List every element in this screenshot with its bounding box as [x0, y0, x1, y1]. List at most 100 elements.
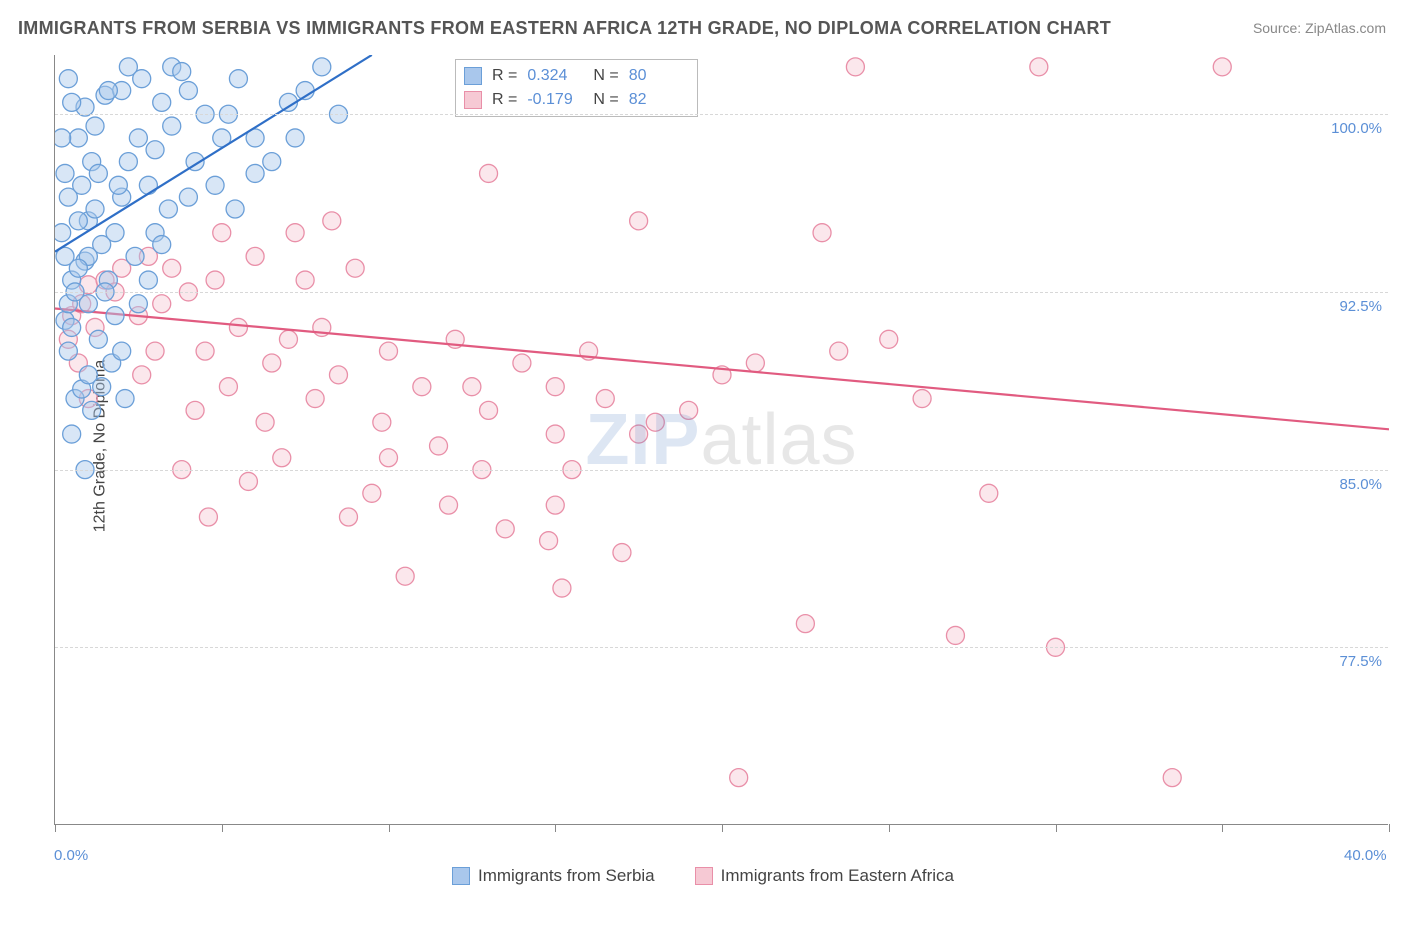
data-point [69, 212, 87, 230]
data-point [153, 93, 171, 111]
data-point [256, 413, 274, 431]
data-point [946, 626, 964, 644]
data-point [680, 401, 698, 419]
data-point [286, 224, 304, 242]
n-label: N = [593, 91, 618, 109]
data-point [229, 70, 247, 88]
data-point [63, 93, 81, 111]
data-point [163, 259, 181, 277]
data-point [286, 129, 304, 147]
data-point [323, 212, 341, 230]
data-point [363, 484, 381, 502]
data-point [226, 200, 244, 218]
data-point [89, 164, 107, 182]
data-point [1213, 58, 1231, 76]
data-point [279, 330, 297, 348]
data-point [329, 366, 347, 384]
chart-container: IMMIGRANTS FROM SERBIA VS IMMIGRANTS FRO… [0, 0, 1406, 892]
x-tick [1222, 824, 1223, 832]
data-point [56, 164, 74, 182]
data-point [173, 63, 191, 81]
legend-row: R = -0.179 N = 82 [464, 88, 685, 112]
data-point [63, 318, 81, 336]
data-point [86, 200, 104, 218]
data-point [106, 224, 124, 242]
data-point [246, 164, 264, 182]
r-value: 0.324 [527, 67, 583, 85]
data-point [746, 354, 764, 372]
data-point [106, 307, 124, 325]
data-point [646, 413, 664, 431]
data-point [239, 472, 257, 490]
data-point [553, 579, 571, 597]
data-point [139, 271, 157, 289]
data-point [186, 401, 204, 419]
data-point [630, 425, 648, 443]
scatter-svg [55, 55, 1389, 825]
data-point [146, 141, 164, 159]
trend-line [55, 309, 1389, 430]
gridline [55, 470, 1388, 471]
data-point [59, 188, 77, 206]
data-point [846, 58, 864, 76]
y-tick-label: 77.5% [1312, 653, 1382, 670]
data-point [730, 769, 748, 787]
data-point [313, 58, 331, 76]
data-point [119, 153, 137, 171]
data-point [219, 378, 237, 396]
data-point [126, 247, 144, 265]
x-tick-label: 40.0% [1344, 847, 1387, 864]
data-point [813, 224, 831, 242]
r-label: R = [492, 67, 517, 85]
data-point [153, 236, 171, 254]
legend-item: Immigrants from Serbia [452, 866, 655, 886]
data-point [246, 247, 264, 265]
data-point [480, 164, 498, 182]
data-point [796, 615, 814, 633]
data-point [513, 354, 531, 372]
x-tick-label: 0.0% [54, 847, 88, 940]
data-point [146, 342, 164, 360]
x-tick [1056, 824, 1057, 832]
data-point [463, 378, 481, 396]
data-point [546, 378, 564, 396]
data-point [206, 271, 224, 289]
y-tick-label: 92.5% [1312, 298, 1382, 315]
data-point [199, 508, 217, 526]
data-point [613, 544, 631, 562]
data-point [546, 425, 564, 443]
y-tick-label: 85.0% [1312, 476, 1382, 493]
data-point [179, 188, 197, 206]
data-point [69, 129, 87, 147]
n-label: N = [593, 67, 618, 85]
data-point [86, 117, 104, 135]
legend-swatch [695, 867, 713, 885]
data-point [339, 508, 357, 526]
data-point [196, 342, 214, 360]
data-point [99, 82, 117, 100]
data-point [480, 401, 498, 419]
data-point [913, 390, 931, 408]
x-tick [889, 824, 890, 832]
data-point [830, 342, 848, 360]
gridline [55, 647, 1388, 648]
data-point [63, 425, 81, 443]
data-point [229, 318, 247, 336]
data-point [55, 224, 71, 242]
x-tick [222, 824, 223, 832]
x-tick [1389, 824, 1390, 832]
data-point [133, 70, 151, 88]
data-point [880, 330, 898, 348]
data-point [159, 200, 177, 218]
data-point [179, 82, 197, 100]
data-point [1030, 58, 1048, 76]
n-value: 80 [629, 67, 685, 85]
data-point [116, 390, 134, 408]
data-point [540, 532, 558, 550]
data-point [263, 153, 281, 171]
x-tick [722, 824, 723, 832]
legend-item: Immigrants from Eastern Africa [695, 866, 954, 886]
data-point [163, 117, 181, 135]
data-point [59, 70, 77, 88]
data-point [69, 259, 87, 277]
